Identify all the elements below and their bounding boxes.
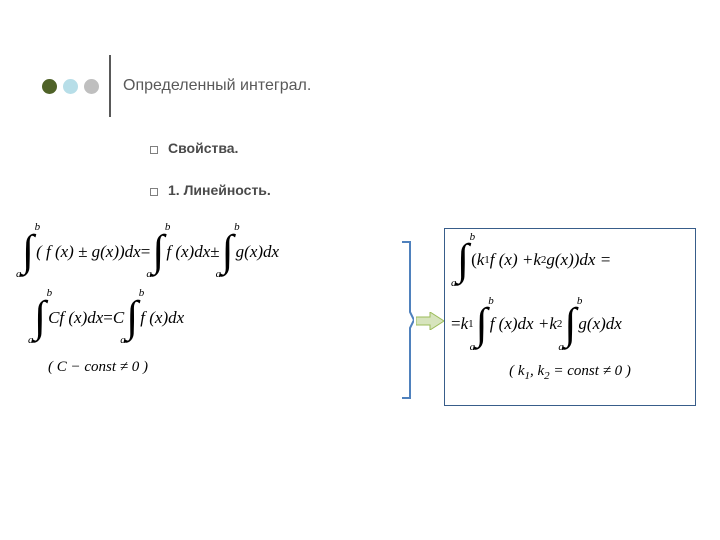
- bullet-text: 1. Линейность.: [168, 182, 271, 198]
- math-text: =: [103, 309, 113, 326]
- math-text: f (x)dx: [59, 309, 103, 326]
- math-text: f (x) +: [490, 250, 534, 270]
- integral-icon: b ∫ a: [476, 301, 488, 347]
- math-text: g(x)dx: [578, 314, 621, 334]
- math-note: ( C − const ≠ 0 ): [48, 360, 400, 375]
- decoration-dots: [42, 79, 99, 94]
- math-text: k: [477, 250, 485, 270]
- arrow-right-icon: [416, 312, 444, 330]
- dot-icon: [42, 79, 57, 94]
- equation-2: b ∫ a C f (x)dx = C b ∫ a f (x)dx: [32, 294, 400, 340]
- math-text: k: [549, 314, 557, 334]
- math-text: ( f (x) ± g(x))dx: [36, 243, 141, 260]
- integral-icon: b ∫ a: [22, 228, 34, 274]
- math-text: =: [141, 243, 151, 260]
- dot-icon: [63, 79, 78, 94]
- vertical-divider: [109, 55, 111, 117]
- math-text: g(x)dx: [236, 243, 279, 260]
- slide-title: Определенный интеграл.: [123, 77, 311, 95]
- math-text: =: [451, 314, 461, 334]
- math-block-left: b ∫ a ( f (x) ± g(x))dx = b ∫ a f (x)dx …: [20, 228, 400, 375]
- list-item: 1. Линейность.: [150, 182, 271, 198]
- math-text: ±: [210, 243, 219, 260]
- math-text: k: [461, 314, 469, 334]
- math-text: g(x))dx =: [546, 250, 611, 270]
- equation-1: b ∫ a ( f (x) ± g(x))dx = b ∫ a f (x)dx …: [20, 228, 400, 274]
- integral-icon: b ∫ a: [564, 301, 576, 347]
- equation-3a: b ∫ a ( k1 f (x) + k2 g(x))dx =: [455, 237, 689, 283]
- math-text: k: [533, 250, 541, 270]
- bullet-text: Свойства.: [168, 140, 238, 156]
- math-text: C: [48, 309, 59, 326]
- bullet-marker-icon: [150, 146, 158, 154]
- integral-icon: b ∫ a: [152, 228, 164, 274]
- brace-icon: [400, 240, 414, 400]
- math-text: f (x)dx: [140, 309, 184, 326]
- integral-icon: b ∫ a: [34, 294, 46, 340]
- bullet-list: Свойства. 1. Линейность.: [150, 140, 271, 224]
- integral-icon: b ∫ a: [457, 237, 469, 283]
- subscript: 2: [557, 318, 563, 330]
- list-item: Свойства.: [150, 140, 271, 156]
- dot-icon: [84, 79, 99, 94]
- math-text: f (x)dx +: [490, 314, 550, 334]
- slide-header: Определенный интеграл.: [42, 55, 311, 117]
- integral-icon: b ∫ a: [126, 294, 138, 340]
- equation-3b: = k1 b ∫ a f (x)dx + k2 b ∫ a g(x)dx: [451, 301, 689, 347]
- subscript: 1: [468, 318, 474, 330]
- math-block-right: b ∫ a ( k1 f (x) + k2 g(x))dx = = k1 b ∫…: [444, 228, 696, 406]
- bullet-marker-icon: [150, 188, 158, 196]
- math-text: f (x)dx: [166, 243, 210, 260]
- math-text: C: [113, 309, 124, 326]
- slide: Определенный интеграл. Свойства. 1. Лине…: [0, 0, 720, 540]
- integral-icon: b ∫ a: [222, 228, 234, 274]
- math-note: ( k1, k2 = const ≠ 0 ): [451, 363, 689, 382]
